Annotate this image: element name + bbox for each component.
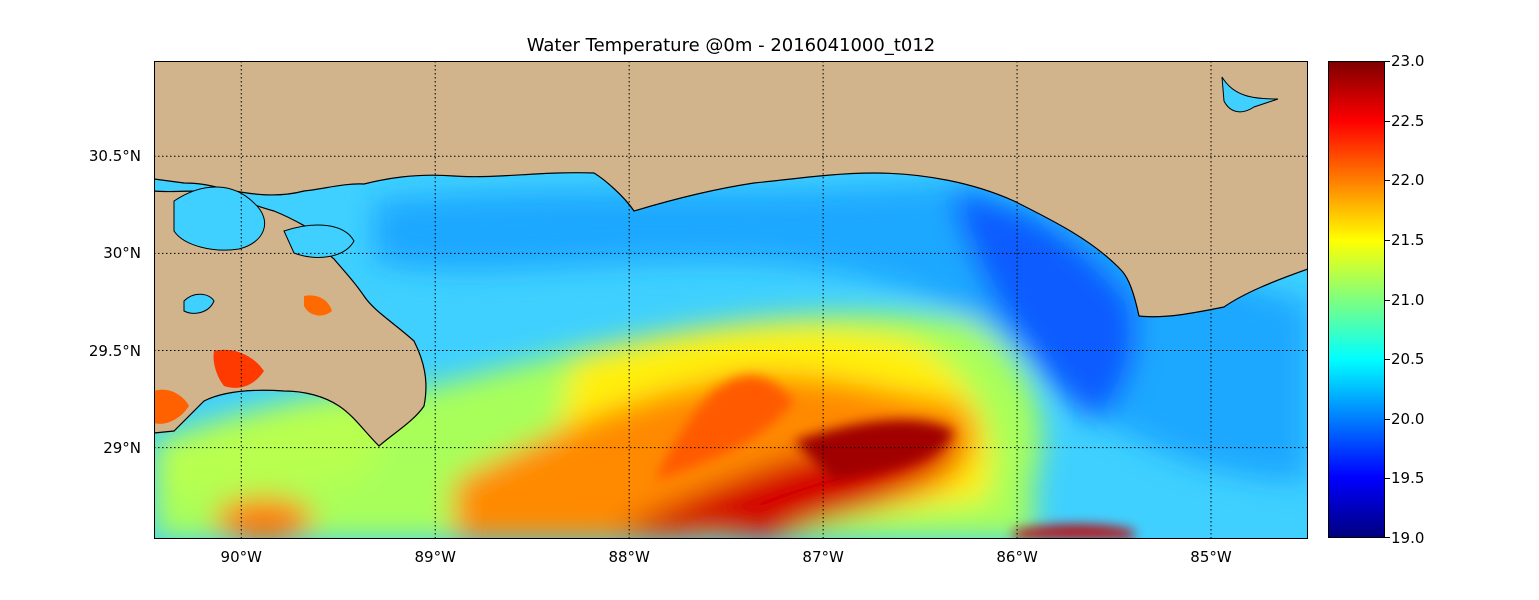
colorbar-tick-label: 21.0 [1391,290,1425,309]
lon-tick-label: 87°W [802,548,844,566]
colorbar-tick-mark [1385,120,1390,122]
temperature-colorbar [1328,61,1385,538]
colorbar-tick-mark [1385,537,1390,538]
lon-tick-label: 85°W [1190,548,1232,566]
colorbar-tick-mark [1385,61,1390,62]
lat-tick-label: 30.5°N [88,147,141,166]
lon-tick-label: 90°W [220,548,262,566]
colorbar-tick-label: 19.0 [1391,529,1425,547]
temperature-field [154,181,1308,539]
map-title: Water Temperature @0m - 2016041000_t012 [526,35,936,56]
lon-tick-label: 86°W [996,548,1038,566]
colorbar-tick-label: 21.5 [1391,230,1425,249]
colorbar-tick-mark [1385,239,1390,241]
delta-warm-water [154,295,332,424]
map-gridlines [154,61,1308,539]
map-panel [154,61,1308,539]
colorbar-tick-label: 22.0 [1391,171,1425,190]
inland-water [173,76,1279,314]
colorbar-tick-mark [1385,359,1390,361]
colorbar-tick-label: 20.0 [1391,409,1425,428]
lat-tick-label: 30°N [103,244,141,263]
temperature-map [154,61,1308,539]
colorbar-tick-label: 20.5 [1391,350,1425,369]
colorbar-tick-label: 23.0 [1391,52,1425,70]
colorbar-tick-mark [1385,478,1390,480]
temperature-detail [654,375,1134,539]
colorbar-tick-mark [1385,180,1390,182]
lat-tick-label: 29°N [103,438,141,457]
colorbar-tick-mark [1385,418,1390,420]
map-border [154,61,1308,539]
colorbar-tick-mark [1385,299,1390,301]
lon-tick-label: 89°W [414,548,456,566]
lat-tick-label: 29.5°N [88,341,141,360]
colorbar-tick-label: 22.5 [1391,111,1425,130]
lon-tick-label: 88°W [608,548,650,566]
colorbar-tick-label: 19.5 [1391,469,1425,488]
